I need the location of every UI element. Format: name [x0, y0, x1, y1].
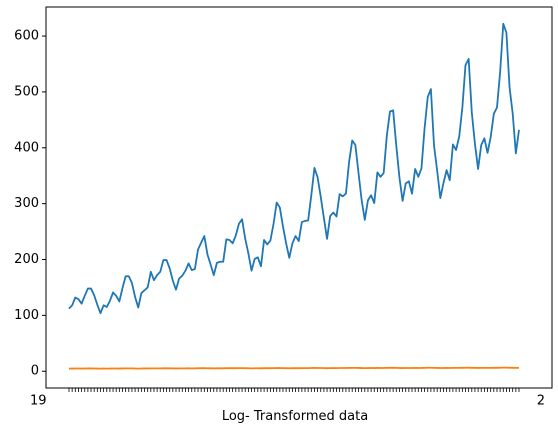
series-line-1	[68, 22, 520, 315]
y-tick-label: 500	[14, 84, 39, 99]
plot-area	[46, 7, 552, 388]
y-tick-label: 300	[14, 196, 39, 211]
y-tick-label: 200	[14, 252, 39, 267]
y-tick-label: 600	[14, 29, 39, 44]
x-axis-ticks	[68, 388, 520, 392]
y-tick-label: 100	[14, 308, 39, 323]
x-tick-label-last: 2	[537, 394, 545, 409]
x-axis-label: Log- Transformed data	[222, 409, 368, 424]
x-tick-label-first: 19	[30, 394, 47, 409]
y-tick-label: 0	[31, 364, 39, 379]
y-tick-label: 400	[14, 140, 39, 155]
y-axis-ticks: 0 100 200 300 400 500 600	[14, 29, 46, 379]
series-layer	[68, 22, 520, 370]
plot-frame	[45, 6, 553, 389]
series-line-2	[68, 366, 520, 370]
